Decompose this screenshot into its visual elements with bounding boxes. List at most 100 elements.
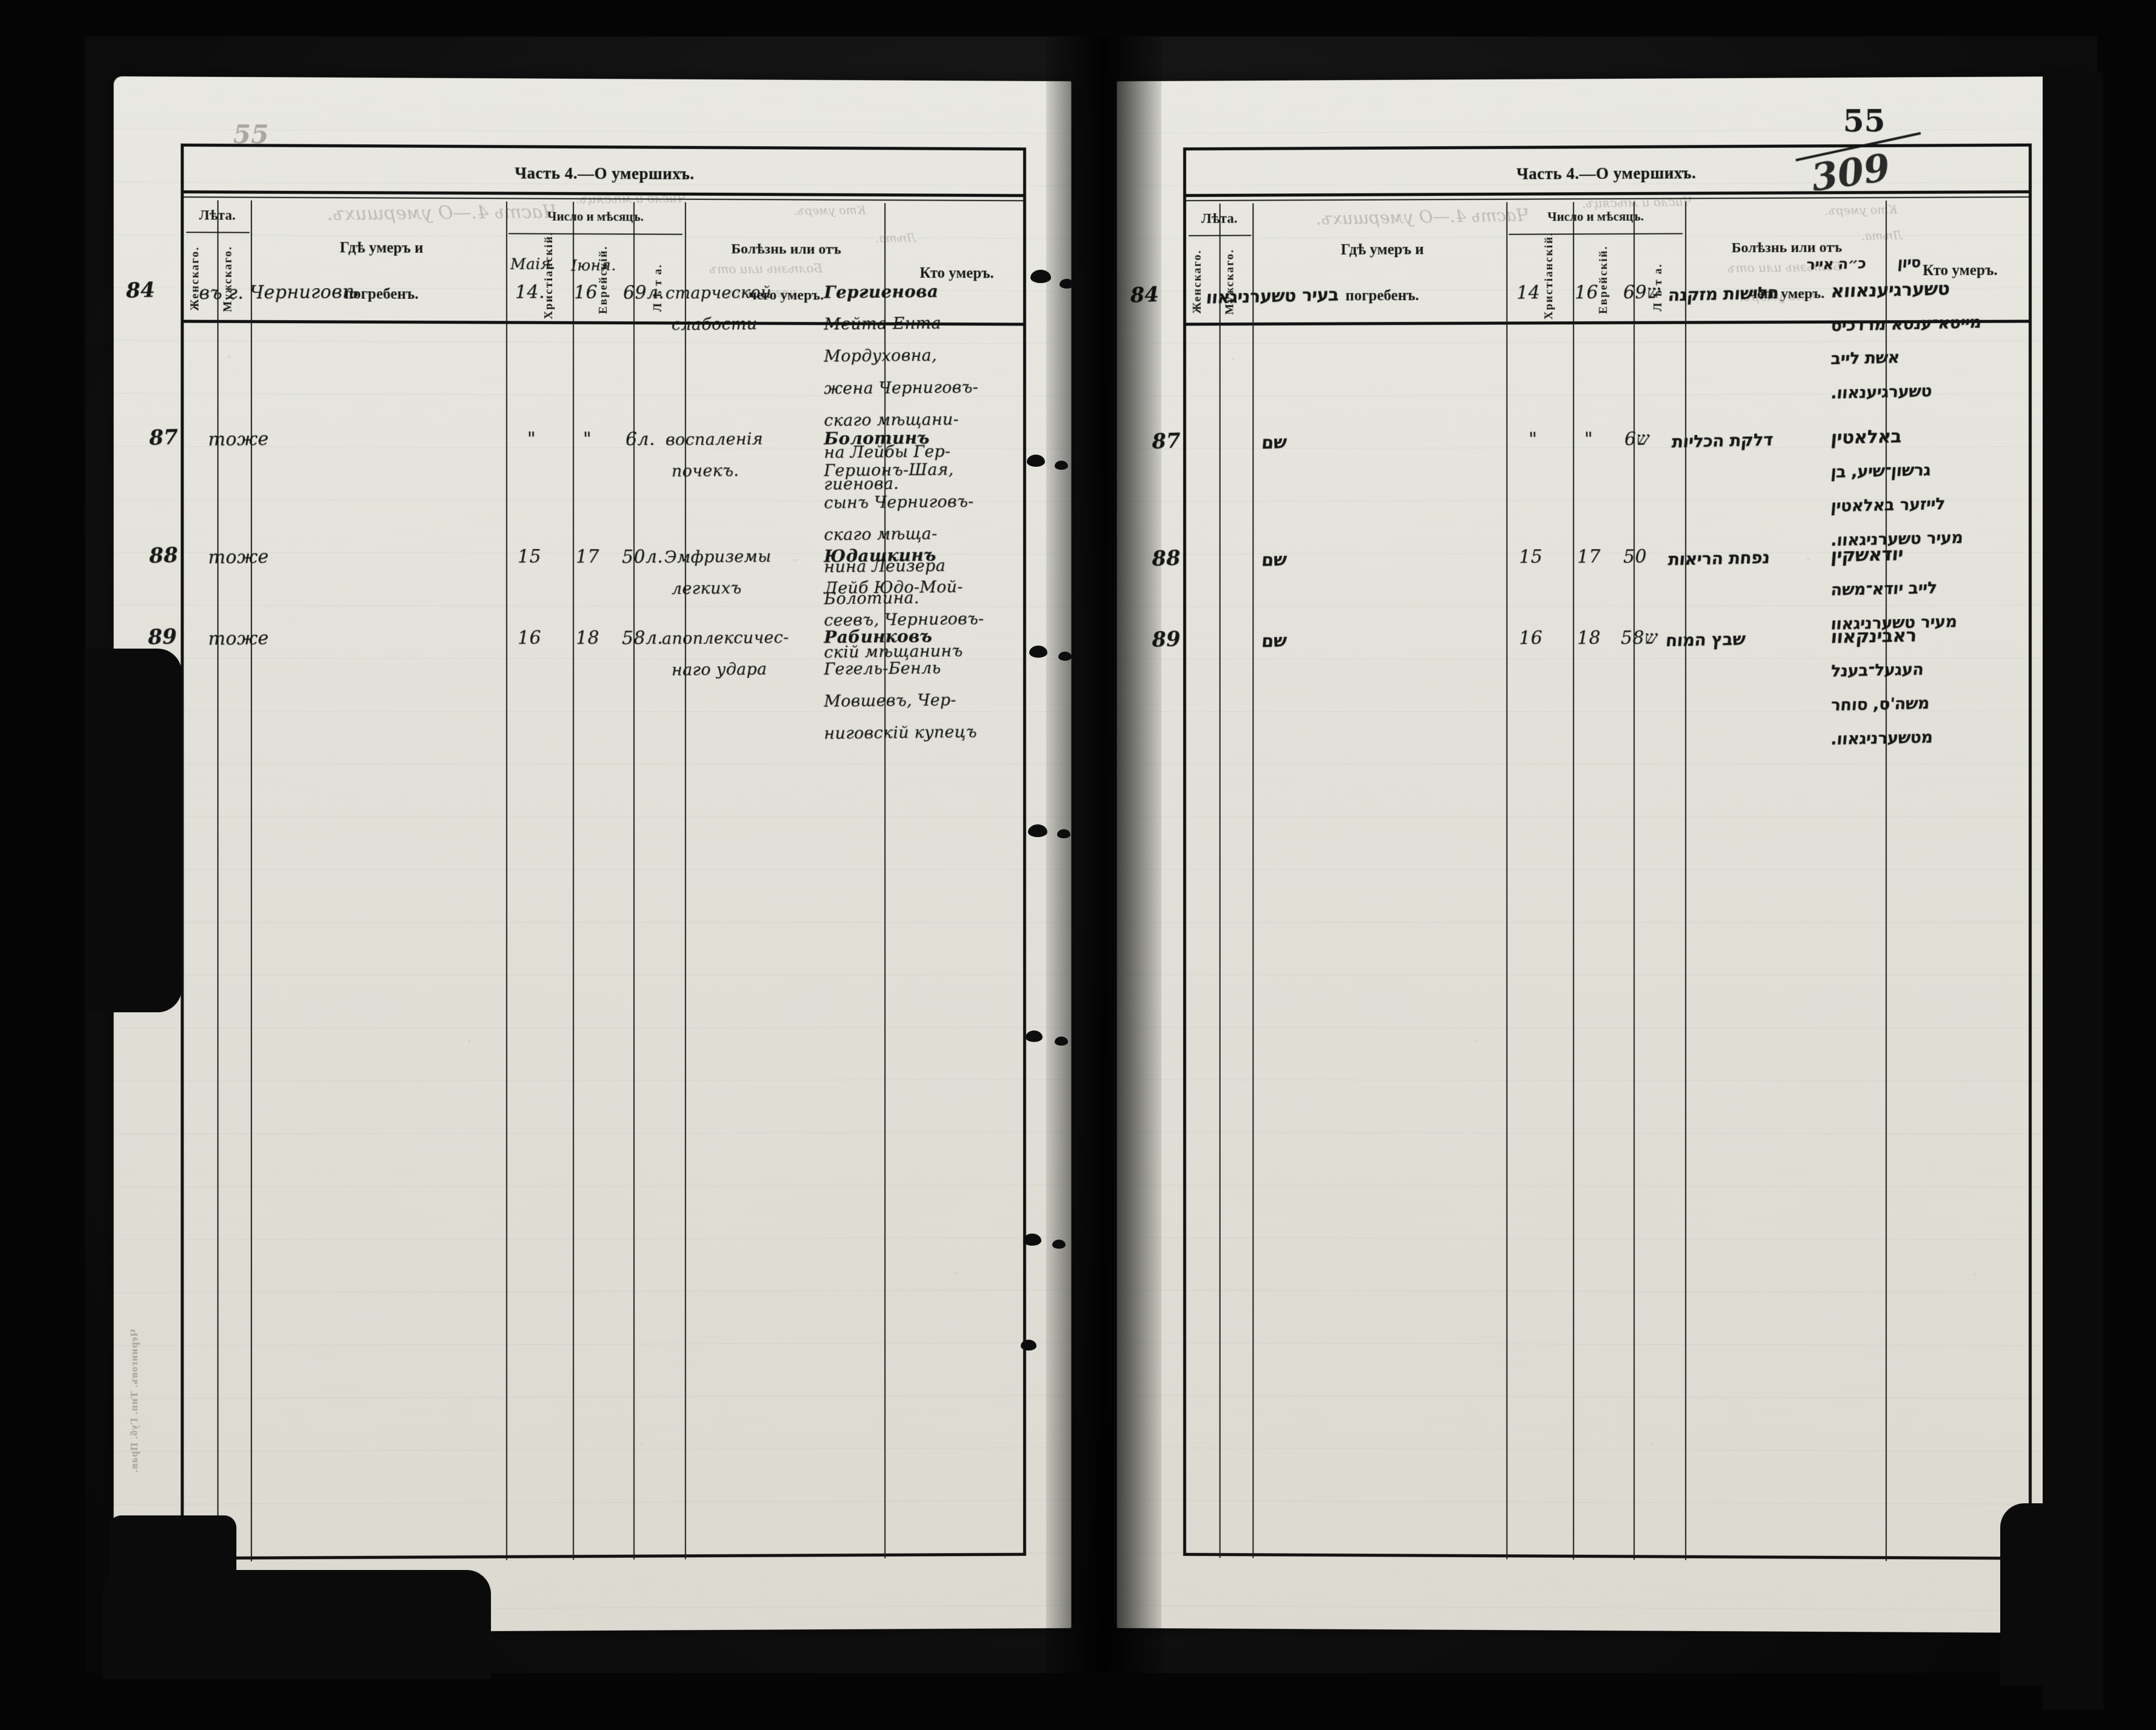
- row-who-84-right-0: טשערגיענאווא: [1830, 278, 1951, 302]
- rule-under-title-2: [184, 196, 1023, 202]
- header-cause-line1: Болѣзнь или отъ: [731, 241, 841, 258]
- month-hebrew-2: סיון: [1897, 253, 1922, 272]
- ink-blot: [1029, 646, 1047, 658]
- ink-blot: [1030, 270, 1051, 283]
- header-years-group-right: Лѣта.: [1201, 210, 1238, 226]
- col-sep-jewish: [633, 202, 635, 1560]
- row-jewish-89-right: 18: [1577, 627, 1601, 649]
- ink-blot: [1055, 1037, 1068, 1046]
- ink-blot: [1057, 829, 1070, 838]
- header-date-group-right: Число и мѣсяцъ.: [1547, 209, 1644, 224]
- row-christian-87-right: ": [1528, 429, 1538, 450]
- header-jewish: Еврейскій.: [596, 245, 610, 314]
- header-date-group: Число и мѣсяцъ.: [547, 209, 644, 224]
- row-age-89-right: 58ש: [1620, 627, 1658, 649]
- row-place-87: тоже: [208, 428, 269, 450]
- row-place-88: тоже: [208, 546, 269, 569]
- row-jewish-88-right: 17: [1577, 546, 1601, 568]
- row-who-89-right-2: משה'ס, סוחר: [1830, 693, 1931, 715]
- row-cause2-87: почекъ.: [671, 461, 739, 481]
- row-no-84-right: 84: [1129, 282, 1160, 308]
- ink-blot: [1021, 1340, 1036, 1351]
- col-sep-christian: [572, 201, 574, 1560]
- header-christian: Христіанскій.: [542, 231, 555, 319]
- row-who-87-right-2: לייזער באלאטין: [1830, 494, 1946, 516]
- row-jewish-84: 16: [573, 281, 598, 304]
- header-years-group: Лѣта.: [199, 207, 236, 223]
- col-sep-age: [684, 202, 686, 1560]
- row-who-84-right-3: טשערגיענאוו.: [1830, 381, 1933, 403]
- row-cause-88-right: נפחת הריאות: [1667, 547, 1771, 570]
- row-no-88-right: 88: [1151, 546, 1181, 572]
- row-age-87-right: 6ש: [1624, 428, 1650, 450]
- row-christian-88: 15: [517, 546, 541, 567]
- right-table-frame: Часть 4.—О умершихъ. Лѣта. Число и мѣсяц…: [1183, 143, 2032, 1561]
- col-sep-female-right: [1219, 203, 1221, 1558]
- row-age-87: 6л.: [625, 428, 655, 450]
- month-jewish-left: Iюня.: [570, 256, 616, 275]
- right-page: 55 309 Черниговъ. Тип. Губ. Прав. Часть …: [1116, 76, 2093, 1634]
- row-place-88-right: שם: [1260, 549, 1287, 570]
- ink-blot: [1052, 1240, 1066, 1249]
- row-cause1-88: Эмфриземы: [664, 547, 772, 567]
- row-christian-89: 16: [517, 627, 541, 649]
- row-jewish-89: 18: [575, 627, 599, 649]
- header-place-line1-right: Гдѣ умеръ и: [1341, 241, 1424, 258]
- row-who-89-right-0: ראבינקאוו: [1830, 624, 1918, 648]
- row-christian-84-right: 14: [1516, 282, 1541, 304]
- row-cause-84-right: חלישות מזקנה: [1667, 282, 1780, 306]
- row-who-89-0: Рабинковъ: [824, 626, 933, 647]
- row-jewish-87: ": [582, 428, 592, 450]
- right-table-title: Часть 4.—О умершихъ.: [1186, 155, 2029, 192]
- row-cause1-84: старческой: [665, 283, 772, 303]
- row-who-89-right-3: מטשערניגאוו.: [1830, 727, 1934, 749]
- right-title-text: Часть 4.—О умершихъ.: [1516, 163, 1697, 183]
- row-who-88-0: Юдашкинъ: [824, 545, 936, 566]
- row-no-89-right: 89: [1151, 627, 1181, 652]
- row-age-88-right: 50: [1623, 546, 1647, 568]
- left-table-title: Часть 4.—О умершихъ.: [184, 155, 1023, 192]
- col-sep-place-right: [1506, 202, 1508, 1560]
- row-age-88: 50л.: [621, 546, 664, 568]
- left-title-text: Часть 4.—О умершихъ.: [515, 163, 695, 183]
- col-sep-female: [217, 200, 219, 1561]
- row-christian-89-right: 16: [1518, 627, 1543, 649]
- col-sep-christian-right: [1573, 202, 1575, 1560]
- col-sep-male-right: [1252, 203, 1254, 1558]
- row-who-89-3: ниговскій купецъ: [824, 723, 977, 743]
- row-cause1-89: апоплексичес-: [661, 628, 789, 649]
- ink-blot: [1026, 1030, 1043, 1042]
- row-who-84-right-1: מייטא־ענטא מרדכיס: [1830, 313, 1982, 336]
- row-jewish-87-right: ": [1584, 428, 1594, 450]
- ink-blot: [1028, 824, 1047, 837]
- row-who-84-right-2: אשת לייב: [1830, 348, 1901, 369]
- row-who-87-2: сынъ Черниговъ-: [824, 492, 974, 513]
- row-no-88: 88: [149, 543, 179, 569]
- ink-blot: [1027, 455, 1045, 467]
- row-place-84: въ г. Черниговѣ: [199, 281, 359, 304]
- row-place-87-right: שם: [1260, 432, 1287, 453]
- ink-blot: [1023, 1234, 1041, 1246]
- col-sep-jewish-right: [1634, 201, 1635, 1560]
- row-who-87-1: Гершонъ-Шая,: [824, 460, 954, 481]
- rule-under-date-group-right: [1509, 233, 1683, 235]
- printer-imprint: Черниговъ. Тип. Губ. Прав.: [2051, 1323, 2063, 1467]
- col-sep-age-right: [1685, 201, 1687, 1560]
- row-place-89: тоже: [208, 627, 269, 650]
- rule-under-years-group-right: [1188, 235, 1252, 236]
- open-book: 55 Черниговъ. Тип. Губ. Прав. Часть 4.—О…: [85, 36, 2103, 1709]
- col-sep-male: [250, 200, 252, 1561]
- row-who-87-right-0: באלאטין: [1830, 426, 1903, 449]
- row-no-84: 84: [125, 278, 156, 304]
- row-jewish-88: 17: [575, 546, 599, 568]
- col-sep-cause: [884, 203, 886, 1558]
- row-christian-84: 14.: [515, 281, 545, 303]
- row-no-87-right: 87: [1151, 429, 1181, 454]
- row-no-89: 89: [147, 624, 178, 650]
- row-cause2-89: наго удара: [671, 660, 767, 680]
- row-no-87: 87: [149, 425, 179, 450]
- row-cause1-87: воспаленія: [665, 429, 763, 450]
- row-who-84-3: жена Черниговъ-: [824, 378, 979, 398]
- row-place-84-right: בעיר טשערניגאוו: [1205, 284, 1340, 308]
